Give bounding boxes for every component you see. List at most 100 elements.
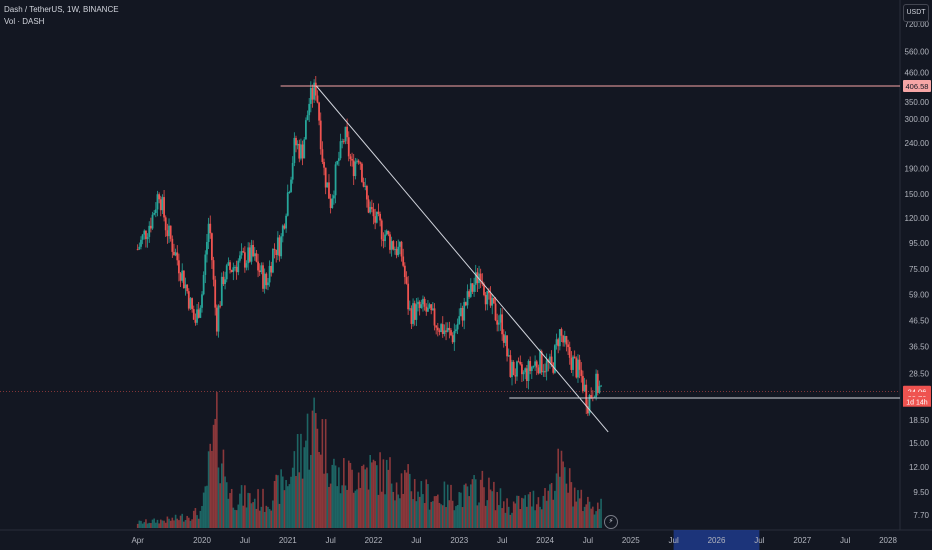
candle-body[interactable] (262, 265, 264, 289)
candle-body[interactable] (295, 137, 297, 146)
candle-body[interactable] (506, 335, 508, 357)
candle-body[interactable] (412, 303, 414, 324)
candle-body[interactable] (534, 361, 537, 366)
candle-body[interactable] (339, 141, 342, 159)
candle-body[interactable] (582, 376, 584, 391)
candle-body[interactable] (577, 359, 579, 378)
candle-body[interactable] (321, 149, 324, 162)
candle-body[interactable] (443, 330, 446, 334)
candle-body[interactable] (219, 305, 222, 307)
candle-body[interactable] (278, 237, 281, 257)
candle-body[interactable] (408, 308, 411, 310)
candle-body[interactable] (387, 230, 390, 235)
candle-body[interactable] (511, 361, 513, 377)
candle-body[interactable] (502, 334, 505, 343)
candle-body[interactable] (517, 361, 520, 363)
candle-body[interactable] (394, 248, 396, 250)
candle-body[interactable] (539, 351, 541, 374)
candle-body[interactable] (397, 246, 400, 256)
candle-body[interactable] (220, 276, 223, 306)
candle-body[interactable] (390, 241, 393, 250)
candle-body[interactable] (375, 211, 378, 223)
candle-body[interactable] (319, 120, 322, 150)
candle-body[interactable] (257, 261, 259, 271)
candle-body[interactable] (459, 307, 462, 317)
candle-body[interactable] (379, 213, 381, 221)
candle-body[interactable] (588, 395, 591, 414)
candle-body[interactable] (380, 220, 383, 240)
candle-body[interactable] (293, 137, 296, 163)
candle-body[interactable] (382, 239, 385, 242)
candle-body[interactable] (422, 298, 424, 305)
candle-body[interactable] (463, 302, 466, 321)
candle-body[interactable] (372, 209, 375, 217)
candle-body[interactable] (280, 236, 283, 257)
candle-body[interactable] (146, 236, 149, 240)
candle-body[interactable] (316, 95, 319, 103)
candle-body[interactable] (542, 371, 545, 373)
candle-body[interactable] (464, 302, 467, 306)
candle-body[interactable] (430, 304, 433, 311)
candle-body[interactable] (237, 260, 240, 273)
candle-body[interactable] (301, 144, 304, 159)
candle-body[interactable] (504, 335, 507, 343)
candle-body[interactable] (405, 277, 408, 284)
candle-body[interactable] (590, 395, 593, 398)
candle-body[interactable] (471, 283, 474, 292)
candle-body[interactable] (473, 284, 475, 292)
candle-body[interactable] (570, 357, 573, 370)
candle-body[interactable] (344, 126, 347, 142)
candle-body[interactable] (275, 249, 278, 256)
candle-body[interactable] (255, 253, 258, 262)
candle-body[interactable] (402, 256, 405, 266)
candle-body[interactable] (308, 103, 311, 116)
candle-body[interactable] (451, 335, 454, 343)
candle-body[interactable] (489, 293, 492, 306)
candle-body[interactable] (140, 239, 142, 247)
candle-body[interactable] (296, 143, 299, 146)
candle-body[interactable] (578, 359, 581, 370)
candle-body[interactable] (304, 120, 307, 140)
candle-body[interactable] (544, 371, 546, 373)
candle-body[interactable] (545, 360, 548, 372)
candle-body[interactable] (323, 161, 325, 168)
candle-body[interactable] (225, 265, 228, 280)
candle-body[interactable] (153, 213, 156, 215)
candle-body[interactable] (196, 309, 198, 323)
candle-body[interactable] (586, 406, 589, 414)
candle-body[interactable] (370, 207, 373, 210)
candle-body[interactable] (163, 197, 165, 218)
candle-body[interactable] (514, 375, 517, 377)
candle-body[interactable] (267, 282, 269, 286)
candle-body[interactable] (555, 339, 558, 346)
candle-body[interactable] (186, 284, 189, 292)
candle-body[interactable] (212, 260, 215, 280)
candle-body[interactable] (347, 137, 350, 157)
candle-body[interactable] (300, 144, 302, 159)
candle-body[interactable] (248, 247, 251, 262)
candle-body[interactable] (423, 298, 426, 307)
candle-body[interactable] (288, 191, 291, 193)
trendline[interactable] (315, 85, 609, 433)
candle-body[interactable] (359, 162, 362, 164)
candle-body[interactable] (263, 273, 266, 289)
candle-body[interactable] (441, 324, 444, 334)
symbol-title[interactable]: Dash / TetherUS, 1W, BINANCE (4, 5, 119, 14)
candle-body[interactable] (336, 160, 339, 165)
candle-body[interactable] (240, 251, 243, 256)
candle-body[interactable] (331, 198, 334, 208)
candle-body[interactable] (527, 361, 530, 382)
candle-body[interactable] (354, 161, 357, 177)
candle-body[interactable] (557, 339, 560, 347)
candle-body[interactable] (395, 248, 398, 256)
candle-body[interactable] (154, 209, 157, 214)
candle-body[interactable] (483, 284, 485, 295)
candle-body[interactable] (431, 308, 434, 311)
candle-body[interactable] (529, 361, 532, 371)
candle-body[interactable] (521, 364, 523, 375)
candle-body[interactable] (476, 272, 479, 284)
candle-body[interactable] (509, 355, 512, 377)
candle-body[interactable] (535, 361, 538, 368)
candle-body[interactable] (595, 373, 598, 398)
candle-body[interactable] (342, 141, 345, 143)
